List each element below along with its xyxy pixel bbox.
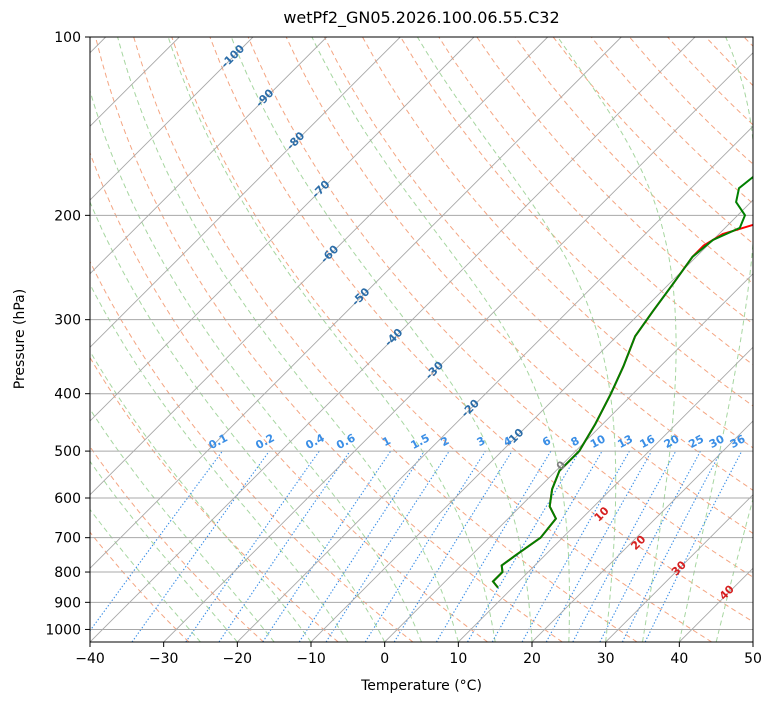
moist-adiabat-line (0, 37, 201, 642)
dry-adiabat-line (0, 37, 264, 642)
mixing-ratio-label: 1 (380, 434, 393, 449)
dry-adiabat-line (553, 37, 775, 642)
dry-adiabat-line (439, 37, 775, 642)
dry-adiabat-line (0, 37, 189, 642)
moist-adiabat-line (41, 37, 385, 642)
x-tick-label: 0 (380, 651, 389, 667)
x-tick-label: 40 (670, 651, 688, 667)
moist-adiabat-line (118, 37, 459, 642)
mixing-ratio-line (299, 451, 424, 642)
y-tick-label: 100 (54, 30, 81, 46)
isotherm-line (532, 37, 775, 642)
mixing-ratio-label: 1.5 (409, 431, 432, 452)
moist-adiabat-line (0, 37, 311, 642)
mixing-ratio-label: 2 (439, 434, 452, 449)
dry-adiabat-label: -30 (423, 359, 446, 382)
x-tick-label: −10 (296, 651, 326, 667)
y-tick-label: 800 (54, 565, 81, 581)
dry-adiabat-line (744, 37, 775, 642)
mixing-ratio-label: 0.4 (303, 431, 327, 452)
moist-adiabat-line (417, 37, 615, 642)
moist-adiabat-label: 10 (592, 504, 612, 524)
mixing-ratio-label: 25 (686, 432, 706, 451)
isotherm-line (606, 37, 775, 642)
isotherm-line (385, 37, 775, 642)
dry-adiabat-label: -40 (382, 326, 405, 349)
moist-adiabat-line (11, 37, 348, 642)
y-tick-label: 400 (54, 387, 81, 403)
moist-adiabat-label: 20 (628, 532, 648, 552)
isotherm-line (679, 37, 775, 642)
moist-adiabat-line (716, 37, 775, 642)
isotherm-line (0, 37, 548, 642)
dry-adiabat-line (19, 37, 413, 642)
chart-title: wetPf2_GN05.2026.100.06.55.C32 (90, 8, 753, 27)
y-tick-label: 300 (54, 313, 81, 329)
isotherm-line (16, 37, 621, 642)
mixing-ratio-label: 13 (615, 432, 635, 451)
mixing-ratio-label: 0.1 (207, 431, 230, 452)
mixing-ratio-label: 0.6 (334, 431, 358, 452)
dry-adiabat-line (515, 37, 775, 642)
dry-adiabat-line (668, 37, 775, 642)
isotherm-line (458, 37, 775, 642)
dry-adiabat-line (210, 37, 775, 642)
x-tick-label: 50 (744, 651, 762, 667)
moist-adiabat-line (76, 37, 422, 642)
mixing-ratio-label: 30 (707, 432, 727, 451)
mixing-ratio-line (436, 451, 551, 642)
y-tick-label: 200 (54, 208, 81, 224)
dry-adiabat-label: -90 (253, 86, 276, 109)
y-tick-label: 1000 (45, 622, 81, 638)
isotherm-line (0, 37, 253, 642)
dry-adiabat-line (172, 37, 712, 642)
x-tick-label: 10 (449, 651, 467, 667)
x-tick-label: −40 (75, 651, 105, 667)
mixing-ratio-label: 10 (588, 432, 608, 451)
mixing-ratio-label: 36 (728, 432, 748, 451)
mixing-ratio-line (326, 451, 449, 642)
moist-adiabat-line (168, 37, 495, 642)
mixing-ratio-line (468, 451, 580, 642)
moist-adiabat-line (679, 37, 755, 642)
y-tick-label: 700 (54, 531, 81, 547)
dry-adiabat-line (0, 37, 338, 642)
mixing-ratio-line (394, 451, 512, 642)
isotherm-line (311, 37, 775, 642)
isotherm-line (0, 37, 400, 642)
mixing-ratio-line (573, 451, 676, 642)
dry-adiabat-label: -60 (318, 242, 341, 265)
isotherm-line (753, 37, 775, 642)
y-tick-label: 500 (54, 444, 81, 460)
y-tick-label: 600 (54, 491, 81, 507)
dry-adiabat-label: -70 (309, 177, 332, 200)
x-axis-label: Temperature (°C) (90, 678, 753, 694)
mixing-ratio-label: 16 (638, 432, 658, 451)
mixing-ratio-label: 0.2 (253, 431, 276, 452)
moist-adiabat-label: 40 (717, 582, 737, 602)
moist-adiabat-line (558, 37, 676, 642)
x-tick-label: −20 (223, 651, 253, 667)
moist-adiabat-line (0, 37, 237, 642)
isotherm-line (164, 37, 769, 642)
x-tick-label: 30 (597, 651, 615, 667)
moist-adiabat-line (0, 37, 274, 642)
x-tick-label: −30 (149, 651, 179, 667)
mixing-ratio-line (263, 451, 391, 642)
isotherm-line (0, 37, 474, 642)
y-axis-label: Pressure (hPa) (12, 289, 28, 389)
x-tick-label: 20 (523, 651, 541, 667)
y-tick-label: 900 (54, 595, 81, 611)
